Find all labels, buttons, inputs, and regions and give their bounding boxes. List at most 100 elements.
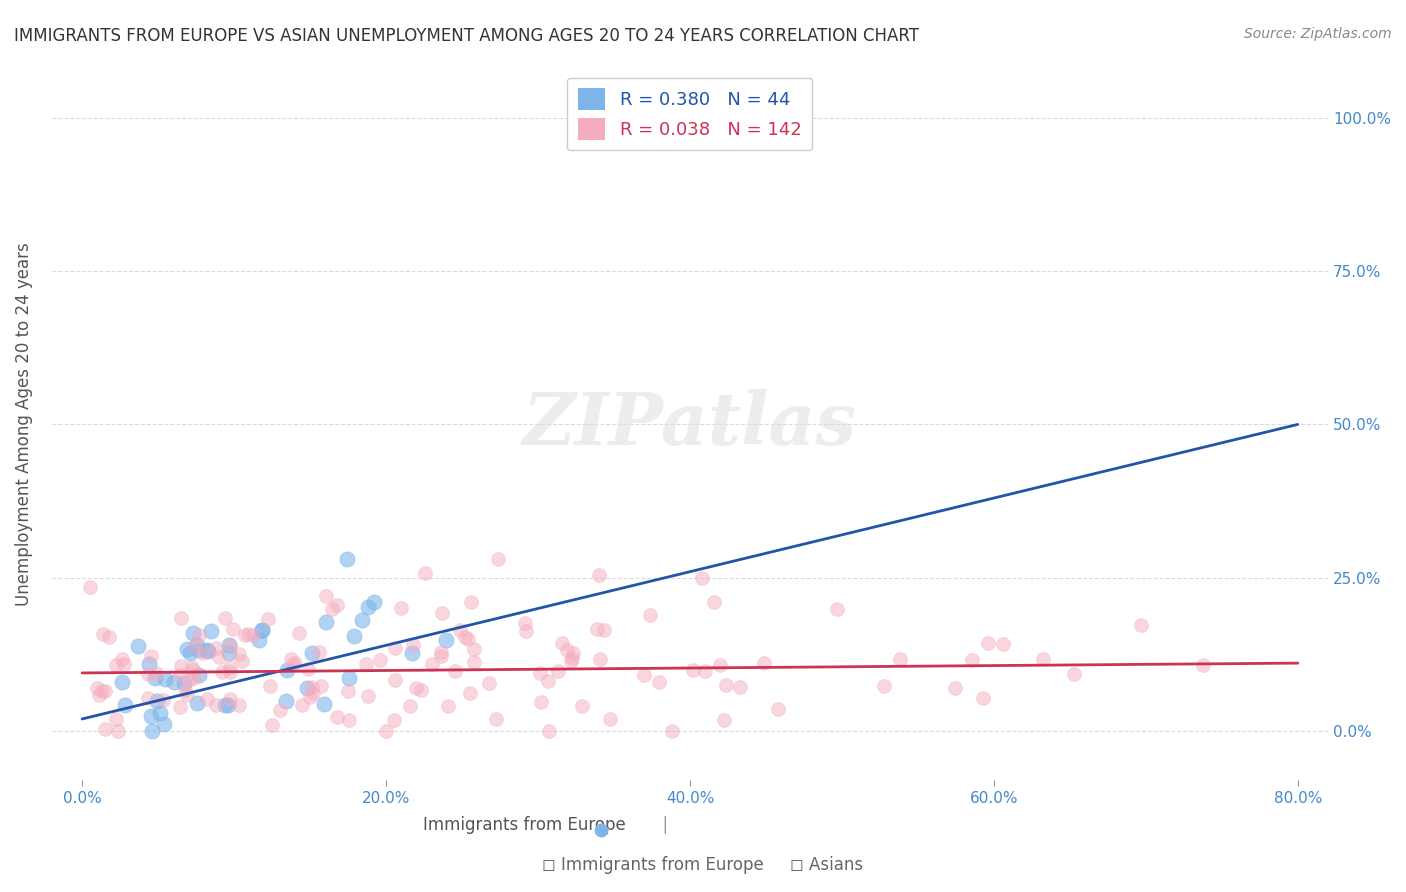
Point [295, 681, 318, 695]
Point [551, 636, 574, 650]
Point [561, 646, 583, 660]
Point [155, 672, 177, 686]
Point [301, 686, 323, 700]
Point [208, 649, 231, 664]
Point [682, 663, 704, 677]
Point [79, 580, 101, 594]
Point [136, 667, 159, 681]
Point [972, 691, 994, 706]
Point [219, 691, 242, 706]
Point [86, 681, 108, 695]
Point [269, 703, 291, 717]
Point [187, 628, 209, 642]
Point [703, 594, 725, 608]
Point [389, 600, 412, 615]
Point [413, 566, 436, 580]
Point [222, 622, 245, 636]
Point [1063, 667, 1085, 681]
Point [537, 673, 560, 688]
Point [136, 691, 159, 706]
Point [233, 628, 256, 642]
Point [315, 589, 337, 603]
Point [1032, 652, 1054, 666]
Point [169, 658, 191, 673]
Point [478, 676, 501, 690]
Point [384, 640, 406, 655]
Point [141, 724, 163, 739]
Point [219, 665, 242, 680]
Point [291, 698, 314, 713]
Point [176, 688, 198, 702]
Point [1192, 657, 1215, 672]
Point [141, 709, 163, 723]
Point [298, 690, 321, 705]
Point [247, 633, 270, 648]
Point [105, 658, 128, 673]
Point [312, 697, 335, 711]
Point [728, 680, 751, 694]
Point [647, 674, 669, 689]
Point [309, 680, 332, 694]
Point [561, 651, 583, 665]
Point [301, 680, 323, 694]
Point [173, 683, 195, 698]
Point [363, 595, 385, 609]
Point [143, 671, 166, 685]
Point [766, 702, 789, 716]
Point [276, 663, 298, 677]
Point [288, 625, 311, 640]
Point [186, 638, 208, 652]
Point [1130, 618, 1153, 632]
Point [713, 713, 735, 727]
Text: ◻ Immigrants from Europe     ◻ Asians: ◻ Immigrants from Europe ◻ Asians [543, 855, 863, 873]
Point [434, 632, 457, 647]
Point [89, 688, 111, 702]
Point [326, 710, 349, 724]
Legend: R = 0.380   N = 44, R = 0.038   N = 142: R = 0.380 N = 44, R = 0.038 N = 142 [568, 78, 813, 151]
Point [236, 626, 259, 640]
Point [138, 657, 160, 671]
Point [592, 623, 614, 637]
Point [169, 667, 191, 681]
Point [184, 639, 207, 653]
Y-axis label: Unemployment Among Ages 20 to 24 years: Unemployment Among Ages 20 to 24 years [15, 243, 32, 607]
Point [463, 642, 485, 657]
Point [513, 616, 536, 631]
Point [754, 657, 776, 671]
Point [152, 693, 174, 707]
Point [555, 643, 578, 657]
Point [586, 622, 609, 636]
Point [571, 698, 593, 713]
Point [432, 606, 454, 620]
Point [169, 700, 191, 714]
Point [638, 607, 661, 622]
Point [252, 624, 274, 638]
Point [374, 724, 396, 739]
Point [889, 651, 911, 665]
Point [114, 698, 136, 712]
Point [401, 646, 423, 660]
Point [197, 644, 219, 658]
Point [297, 663, 319, 677]
Point [301, 646, 323, 660]
Point [107, 724, 129, 739]
Point [547, 664, 569, 678]
Point [91, 626, 114, 640]
Point [127, 639, 149, 653]
Point [91, 684, 114, 698]
Point [218, 638, 240, 652]
Point [179, 646, 201, 660]
Point [217, 698, 239, 712]
Point [97, 630, 120, 644]
Point [530, 695, 553, 709]
Point [177, 673, 200, 688]
Point [111, 652, 134, 666]
Point [152, 717, 174, 731]
Point [257, 612, 280, 626]
Point [943, 681, 966, 695]
Point [399, 698, 422, 713]
Point [343, 629, 366, 643]
Point [402, 638, 425, 652]
Point [337, 684, 360, 698]
Point [283, 657, 305, 671]
